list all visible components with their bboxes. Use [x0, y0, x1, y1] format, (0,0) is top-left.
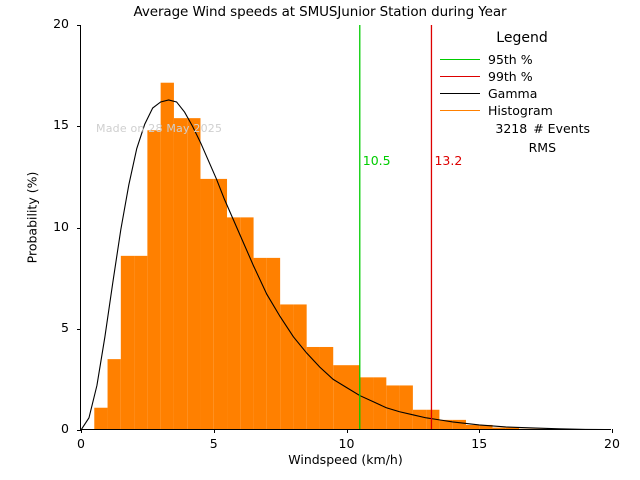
percentile-label: 13.2 — [434, 153, 463, 168]
legend-events-count: 3218 — [495, 121, 528, 136]
x-tick-label: 20 — [604, 436, 620, 451]
x-tick-label: 15 — [471, 436, 488, 451]
legend-events-row: 3218 # Events — [440, 119, 612, 138]
histogram-bar — [346, 365, 360, 429]
x-tick-mark — [479, 429, 481, 433]
y-tick-label: 10 — [53, 218, 69, 234]
histogram-bar — [306, 346, 320, 429]
histogram-bar — [147, 130, 161, 429]
plot-area — [81, 25, 611, 429]
histogram-bar — [412, 409, 427, 429]
percentile-label: 10.5 — [362, 153, 391, 168]
page-title: Average Wind speeds at SMUSJunior Statio… — [133, 4, 507, 20]
x-tick-mark — [81, 429, 82, 433]
x-tick-label: 0 — [77, 436, 85, 451]
histogram-bar — [359, 377, 374, 429]
histogram-bar — [227, 217, 241, 429]
histogram-bar — [319, 346, 334, 429]
x-tick-mark — [346, 429, 348, 433]
y-tick-mark — [77, 126, 81, 128]
histogram-bar — [373, 377, 387, 429]
histogram-bar — [173, 118, 188, 429]
x-tick-label: 5 — [209, 436, 218, 451]
histogram-bar — [240, 217, 254, 429]
histogram-bar — [213, 178, 228, 429]
histogram-bar — [386, 385, 400, 429]
y-tick-mark — [77, 227, 81, 229]
y-tick-mark — [77, 328, 81, 330]
legend-swatch — [440, 93, 480, 94]
histogram-bar — [280, 304, 294, 429]
histogram-bar — [134, 255, 148, 429]
histogram-bar — [479, 424, 493, 429]
legend-entry-label: Gamma — [488, 86, 538, 101]
legend-title: Legend — [496, 30, 548, 46]
histogram-bar — [200, 178, 214, 429]
chart-svg — [81, 25, 606, 429]
histogram-bar — [120, 255, 135, 429]
legend-swatch — [440, 76, 480, 77]
histogram-bar — [266, 257, 281, 429]
histogram-bar — [94, 407, 108, 429]
histogram-bar — [492, 427, 506, 429]
legend-entry: 99th % — [440, 68, 612, 85]
y-tick-mark — [77, 430, 81, 431]
legend-entry-label: Histogram — [488, 103, 553, 118]
histogram-bar — [293, 304, 307, 429]
y-tick-mark — [77, 25, 81, 26]
legend-entry-label: 95th % — [488, 52, 533, 67]
x-axis-label: Windspeed (km/h) — [288, 452, 403, 467]
legend-entries: 95th % 99th % Gamma Histogram — [440, 51, 612, 119]
legend-entry-label: 99th % — [488, 69, 533, 84]
y-tick-label: 5 — [61, 319, 69, 335]
legend-swatch — [440, 110, 480, 111]
plot-axes: 0 5 10 15 20 0 5 10 15 20 10.5 13.2 — [53, 16, 620, 451]
histogram-bar — [107, 359, 121, 429]
gamma-curve — [81, 99, 606, 429]
y-tick-label: 15 — [53, 117, 69, 133]
histogram-bar — [439, 419, 453, 429]
legend-swatch — [440, 59, 480, 60]
legend-rms-row: RMS — [440, 138, 612, 157]
histogram-bar — [465, 424, 480, 429]
y-tick-label: 20 — [53, 16, 69, 31]
legend-rms-label: RMS — [528, 140, 556, 155]
percentile-lines — [359, 25, 433, 429]
legend-events-label: # Events — [533, 121, 590, 136]
histogram-bar — [399, 385, 413, 429]
legend-entry: Histogram — [440, 102, 612, 119]
histogram-bar — [187, 118, 201, 429]
histogram-bar — [333, 365, 347, 429]
x-tick-mark — [213, 429, 215, 433]
histogram-bar — [505, 427, 520, 429]
histogram-bar — [160, 82, 174, 429]
histogram-bar — [452, 419, 466, 429]
y-tick-label: 0 — [61, 421, 69, 436]
legend-entry: Gamma — [440, 85, 612, 102]
histogram-bar — [253, 257, 267, 429]
legend-entry: 95th % — [440, 51, 612, 68]
x-tick-label: 10 — [338, 436, 355, 451]
legend: Legend 95th % 99th % Gamma Histogram 3218 #… — [440, 30, 612, 157]
x-tick-mark — [612, 429, 613, 433]
y-axis-label: Probability (%) — [24, 171, 40, 264]
